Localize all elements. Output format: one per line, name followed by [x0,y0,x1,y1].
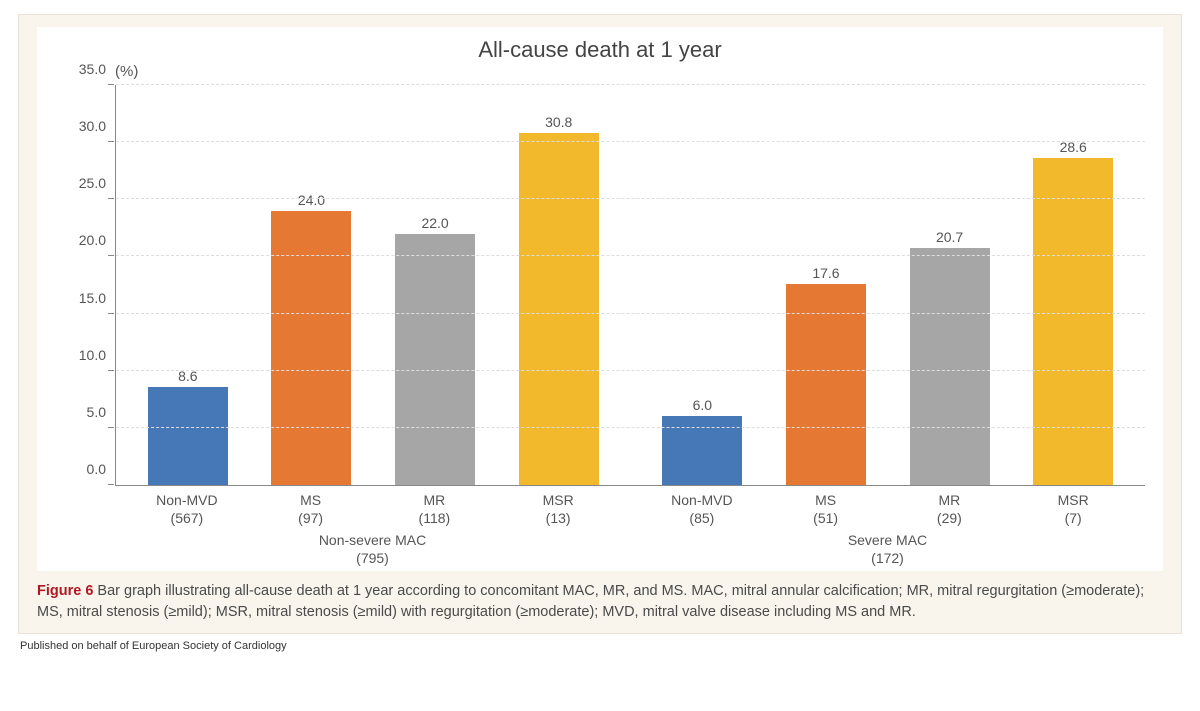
grid-line [116,255,1145,256]
grid-line [116,84,1145,85]
x-category-label: MSR(13) [496,492,620,527]
x-category-label: MR(118) [373,492,497,527]
bar [910,248,990,485]
bar-column: 20.7 [888,85,1012,485]
bars-container: 8.6 24.0 22.0 30.8 6.0 17.6 20.7 28.6 [116,85,1145,485]
grid-line [116,198,1145,199]
y-tick-label: 10.0 [66,347,106,363]
x-category-label: MS(97) [249,492,373,527]
grid-line [116,427,1145,428]
bar-group: 6.0 17.6 20.7 28.6 [631,85,1146,485]
y-tick [108,427,114,428]
y-tick [108,84,114,85]
bar-value-label: 20.7 [936,229,963,245]
x-category-label: MS(51) [764,492,888,527]
x-label-group: Non-MVD(567)MS(97)MR(118)MSR(13) [115,492,630,527]
x-category-label: Non-MVD(567) [125,492,249,527]
bar-value-label: 24.0 [298,192,325,208]
y-axis-unit: (%) [115,63,138,80]
y-tick-label: 25.0 [66,175,106,191]
bar-value-label: 17.6 [812,265,839,281]
chart-card: All-cause death at 1 year (%) 8.6 24.0 22.… [37,27,1163,571]
y-tick [108,255,114,256]
bar-column: 30.8 [497,85,621,485]
bar [148,387,228,485]
y-tick [108,370,114,371]
chart-title: All-cause death at 1 year [45,37,1155,63]
bar [1033,158,1113,485]
figure-label: Figure 6 [37,583,93,599]
page: All-cause death at 1 year (%) 8.6 24.0 22.… [0,0,1200,658]
bar-column: 28.6 [1011,85,1135,485]
publisher-credit: Published on behalf of European Society … [20,640,1182,652]
bar-column: 8.6 [126,85,250,485]
y-tick-label: 30.0 [66,118,106,134]
caption-text: Bar graph illustrating all-cause death a… [37,583,1144,620]
x-category-label: MSR(7) [1011,492,1135,527]
grid-line [116,370,1145,371]
grid-line [116,313,1145,314]
bar-column: 6.0 [641,85,765,485]
bar-column: 22.0 [373,85,497,485]
y-tick-label: 0.0 [66,461,106,477]
bar-value-label: 30.8 [545,114,572,130]
figure-panel: All-cause death at 1 year (%) 8.6 24.0 22.… [18,14,1182,634]
group-label: Non-severe MAC(795) [115,531,630,567]
y-tick [108,484,114,485]
bar [786,284,866,485]
chart-wrap: (%) 8.624.022.030.86.017.620.728.6 0.05.… [115,85,1145,567]
bar [519,133,599,485]
y-tick-label: 20.0 [66,232,106,248]
grid-line [116,141,1145,142]
x-labels-row: Non-MVD(567)MS(97)MR(118)MSR(13)Non-MVD(… [115,492,1145,527]
bar [395,234,475,485]
bar-value-label: 6.0 [693,397,712,413]
group-labels-row: Non-severe MAC(795)Severe MAC(172) [115,531,1145,567]
x-category-label: MR(29) [888,492,1012,527]
bar-value-label: 22.0 [421,215,448,231]
plot-area: 8.624.022.030.86.017.620.728.6 0.05.010.… [115,85,1145,486]
x-category-label: Non-MVD(85) [640,492,764,527]
y-tick [108,313,114,314]
y-tick [108,198,114,199]
figure-caption: Figure 6 Bar graph illustrating all-caus… [37,581,1163,623]
y-tick-label: 35.0 [66,61,106,77]
bar-group: 8.6 24.0 22.0 30.8 [116,85,631,485]
group-label: Severe MAC(172) [630,531,1145,567]
bar-column: 17.6 [764,85,888,485]
bar [271,211,351,485]
y-tick-label: 5.0 [66,404,106,420]
y-tick-label: 15.0 [66,290,106,306]
y-tick [108,141,114,142]
x-label-group: Non-MVD(85)MS(51)MR(29)MSR(7) [630,492,1145,527]
bar-column: 24.0 [250,85,374,485]
